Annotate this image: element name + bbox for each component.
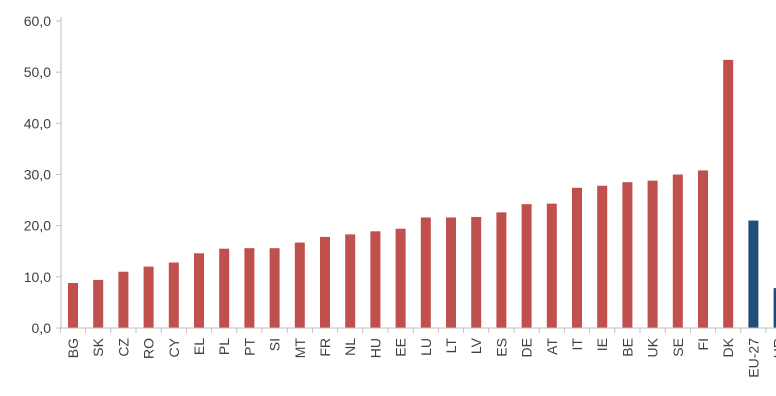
x-tick-label: IT	[569, 338, 585, 351]
x-tick-label: AT	[544, 338, 560, 355]
bar-pt	[244, 248, 255, 328]
bar-si	[269, 248, 280, 328]
x-tick-label: EE	[393, 338, 409, 357]
y-tick-label: 10,0	[24, 269, 51, 285]
bar-eu-27	[748, 220, 759, 328]
y-tick-label: 20,0	[24, 218, 51, 234]
bar-be	[622, 182, 633, 328]
x-tick-label: EL	[191, 338, 207, 355]
bar-ee	[395, 228, 406, 328]
x-tick-label: ES	[493, 338, 509, 357]
bar-ro	[143, 266, 154, 328]
x-tick-label: DE	[519, 338, 535, 357]
y-tick-label: 0,0	[32, 320, 52, 336]
x-tick-label: FI	[695, 338, 711, 350]
x-tick-label: SI	[267, 338, 283, 351]
x-tick-label: BE	[619, 338, 635, 357]
bar-nl	[345, 234, 356, 328]
x-tick-label: LT	[443, 338, 459, 354]
x-tick-label: PL	[216, 338, 232, 355]
bar-pl	[219, 248, 230, 328]
bar-ie	[597, 185, 608, 328]
bar-mt	[294, 242, 305, 328]
x-tick-label: RO	[141, 338, 157, 359]
x-tick-label: IE	[594, 338, 610, 351]
bar-lt	[446, 217, 456, 328]
y-tick-label: 30,0	[24, 167, 51, 183]
bar-bg	[68, 282, 78, 328]
bar-cz	[118, 271, 129, 328]
x-tick-label: SK	[90, 337, 106, 356]
x-axis: BG SK CZ RO CY EL PL PT SI MT FR NL HU EE LU LT LV ES DE AT…	[59, 327, 776, 378]
bar-sk	[93, 279, 104, 328]
bar-de	[521, 204, 532, 328]
bar-hu	[370, 231, 381, 328]
bar-fr	[320, 236, 330, 328]
x-tick-label: EU-27	[745, 338, 761, 378]
bars	[68, 59, 776, 329]
bar-lu	[420, 217, 431, 328]
bar-it	[572, 187, 582, 328]
bar-hr	[773, 288, 776, 328]
y-axis: 0,0 10,0 20,0 30,0 40,0 50,0 60,0	[24, 13, 62, 336]
bar-lv	[471, 216, 482, 328]
x-tick-label: HR	[771, 338, 776, 358]
bar-cy	[168, 262, 179, 328]
x-tick-label: MT	[292, 338, 308, 359]
bar-se	[672, 174, 683, 328]
x-tick-label: LV	[468, 337, 484, 354]
bar-at	[546, 203, 557, 328]
x-tick-label: LU	[418, 338, 434, 356]
y-tick-label: 40,0	[24, 115, 51, 131]
x-tick-label: DK	[720, 337, 736, 357]
y-tick-label: 60,0	[24, 13, 51, 29]
x-tick-label: CZ	[115, 338, 131, 357]
y-tick-label: 50,0	[24, 64, 51, 80]
x-tick-label: PT	[241, 338, 257, 356]
x-tick-label: UK	[645, 337, 661, 357]
x-tick-label: SE	[670, 338, 686, 357]
x-tick-label: BG	[65, 338, 81, 358]
bar-uk	[647, 180, 658, 328]
x-tick-label: NL	[342, 338, 358, 356]
x-tick-label: FR	[317, 338, 333, 357]
bar-dk	[723, 59, 734, 329]
bar-es	[496, 212, 507, 328]
x-tick-label: CY	[166, 337, 182, 357]
bar-el	[194, 253, 204, 328]
bar-fi	[698, 170, 708, 328]
x-tick-label: HU	[367, 338, 383, 358]
